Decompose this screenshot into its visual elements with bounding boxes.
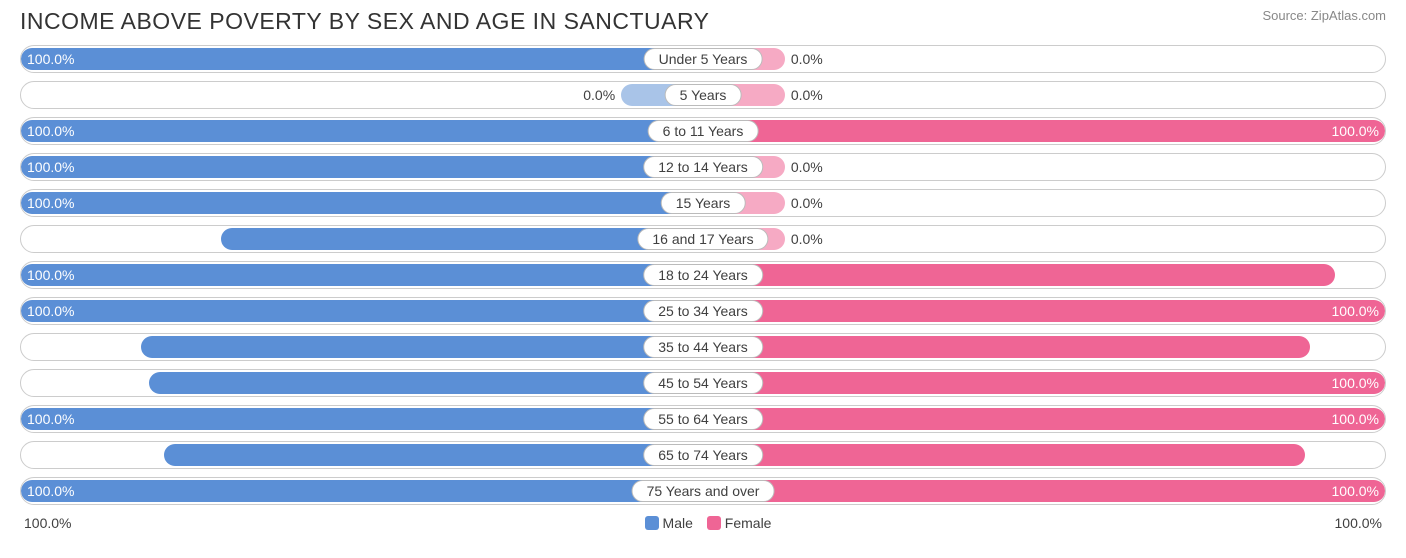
- bar-female: [703, 300, 1385, 322]
- bar-female: [703, 372, 1385, 394]
- chart-row: 100.0%0.0%12 to 14 Years: [20, 153, 1386, 181]
- value-male: 66.7%: [27, 226, 67, 252]
- bar-male: [621, 84, 703, 106]
- value-female: 100.0%: [1332, 298, 1379, 324]
- bar-female: [703, 48, 785, 70]
- value-male: 100.0%: [27, 190, 74, 216]
- value-female: 0.0%: [791, 226, 823, 252]
- value-female: 86.7%: [1339, 442, 1379, 468]
- value-female: 0.0%: [791, 190, 823, 216]
- bar-female: [703, 444, 1305, 466]
- bar-male: [21, 408, 703, 430]
- chart-row: 100.0%0.0%15 Years: [20, 189, 1386, 217]
- chart-row: 66.7%0.0%16 and 17 Years: [20, 225, 1386, 253]
- value-female: 0.0%: [791, 82, 823, 108]
- chart-row: 100.0%91.7%18 to 24 Years: [20, 261, 1386, 289]
- bar-female: [703, 192, 785, 214]
- axis-left-label: 100.0%: [24, 515, 71, 531]
- axis-right-label: 100.0%: [1335, 515, 1382, 531]
- bar-female: [703, 264, 1335, 286]
- value-male: 80.0%: [27, 334, 67, 360]
- bar-female: [703, 228, 785, 250]
- value-female: 100.0%: [1332, 406, 1379, 432]
- legend-swatch-female: [707, 516, 721, 530]
- bar-male: [21, 156, 703, 178]
- bar-male: [21, 264, 703, 286]
- value-female: 91.7%: [1339, 262, 1379, 288]
- value-female: 100.0%: [1332, 118, 1379, 144]
- chart-row: 100.0%0.0%Under 5 Years: [20, 45, 1386, 73]
- chart-row: 100.0%100.0%55 to 64 Years: [20, 405, 1386, 433]
- value-male: 76.2%: [27, 442, 67, 468]
- bar-female: [703, 120, 1385, 142]
- bar-female: [703, 84, 785, 106]
- chart-row: 100.0%100.0%6 to 11 Years: [20, 117, 1386, 145]
- value-male: 100.0%: [27, 118, 74, 144]
- value-female: 87.5%: [1339, 334, 1379, 360]
- diverging-bar-chart: INCOME ABOVE POVERTY BY SEX AND AGE IN S…: [0, 0, 1406, 541]
- bar-female: [703, 408, 1385, 430]
- chart-row: 100.0%100.0%25 to 34 Years: [20, 297, 1386, 325]
- bar-male: [21, 300, 703, 322]
- value-female: 0.0%: [791, 46, 823, 72]
- bar-male: [21, 192, 703, 214]
- value-female: 100.0%: [1332, 478, 1379, 504]
- bar-male: [141, 336, 703, 358]
- chart-row: 78.6%100.0%45 to 54 Years: [20, 369, 1386, 397]
- bar-male: [149, 372, 703, 394]
- bar-male: [164, 444, 703, 466]
- chart-header: INCOME ABOVE POVERTY BY SEX AND AGE IN S…: [0, 0, 1406, 39]
- bar-male: [21, 120, 703, 142]
- chart-row: 100.0%100.0%75 Years and over: [20, 477, 1386, 505]
- value-male: 100.0%: [27, 154, 74, 180]
- chart-row: 76.2%86.7%65 to 74 Years: [20, 441, 1386, 469]
- chart-source: Source: ZipAtlas.com: [1262, 8, 1386, 23]
- bar-female: [703, 480, 1385, 502]
- value-male: 0.0%: [583, 82, 615, 108]
- value-male: 100.0%: [27, 406, 74, 432]
- value-male: 100.0%: [27, 478, 74, 504]
- value-female: 100.0%: [1332, 370, 1379, 396]
- chart-footer: 100.0% Male Female 100.0%: [0, 513, 1406, 541]
- value-male: 100.0%: [27, 298, 74, 324]
- bar-female: [703, 336, 1310, 358]
- legend-label-male: Male: [663, 515, 693, 531]
- value-female: 0.0%: [791, 154, 823, 180]
- chart-row: 80.0%87.5%35 to 44 Years: [20, 333, 1386, 361]
- chart-title: INCOME ABOVE POVERTY BY SEX AND AGE IN S…: [20, 8, 710, 35]
- bar-female: [703, 156, 785, 178]
- bar-male: [221, 228, 703, 250]
- legend-swatch-male: [645, 516, 659, 530]
- chart-row: 0.0%0.0%5 Years: [20, 81, 1386, 109]
- legend-label-female: Female: [725, 515, 772, 531]
- value-male: 78.6%: [27, 370, 67, 396]
- chart-rows: 100.0%0.0%Under 5 Years0.0%0.0%5 Years10…: [0, 39, 1406, 505]
- value-male: 100.0%: [27, 46, 74, 72]
- bar-male: [21, 48, 703, 70]
- bar-male: [21, 480, 703, 502]
- legend: Male Female: [71, 515, 1334, 531]
- value-male: 100.0%: [27, 262, 74, 288]
